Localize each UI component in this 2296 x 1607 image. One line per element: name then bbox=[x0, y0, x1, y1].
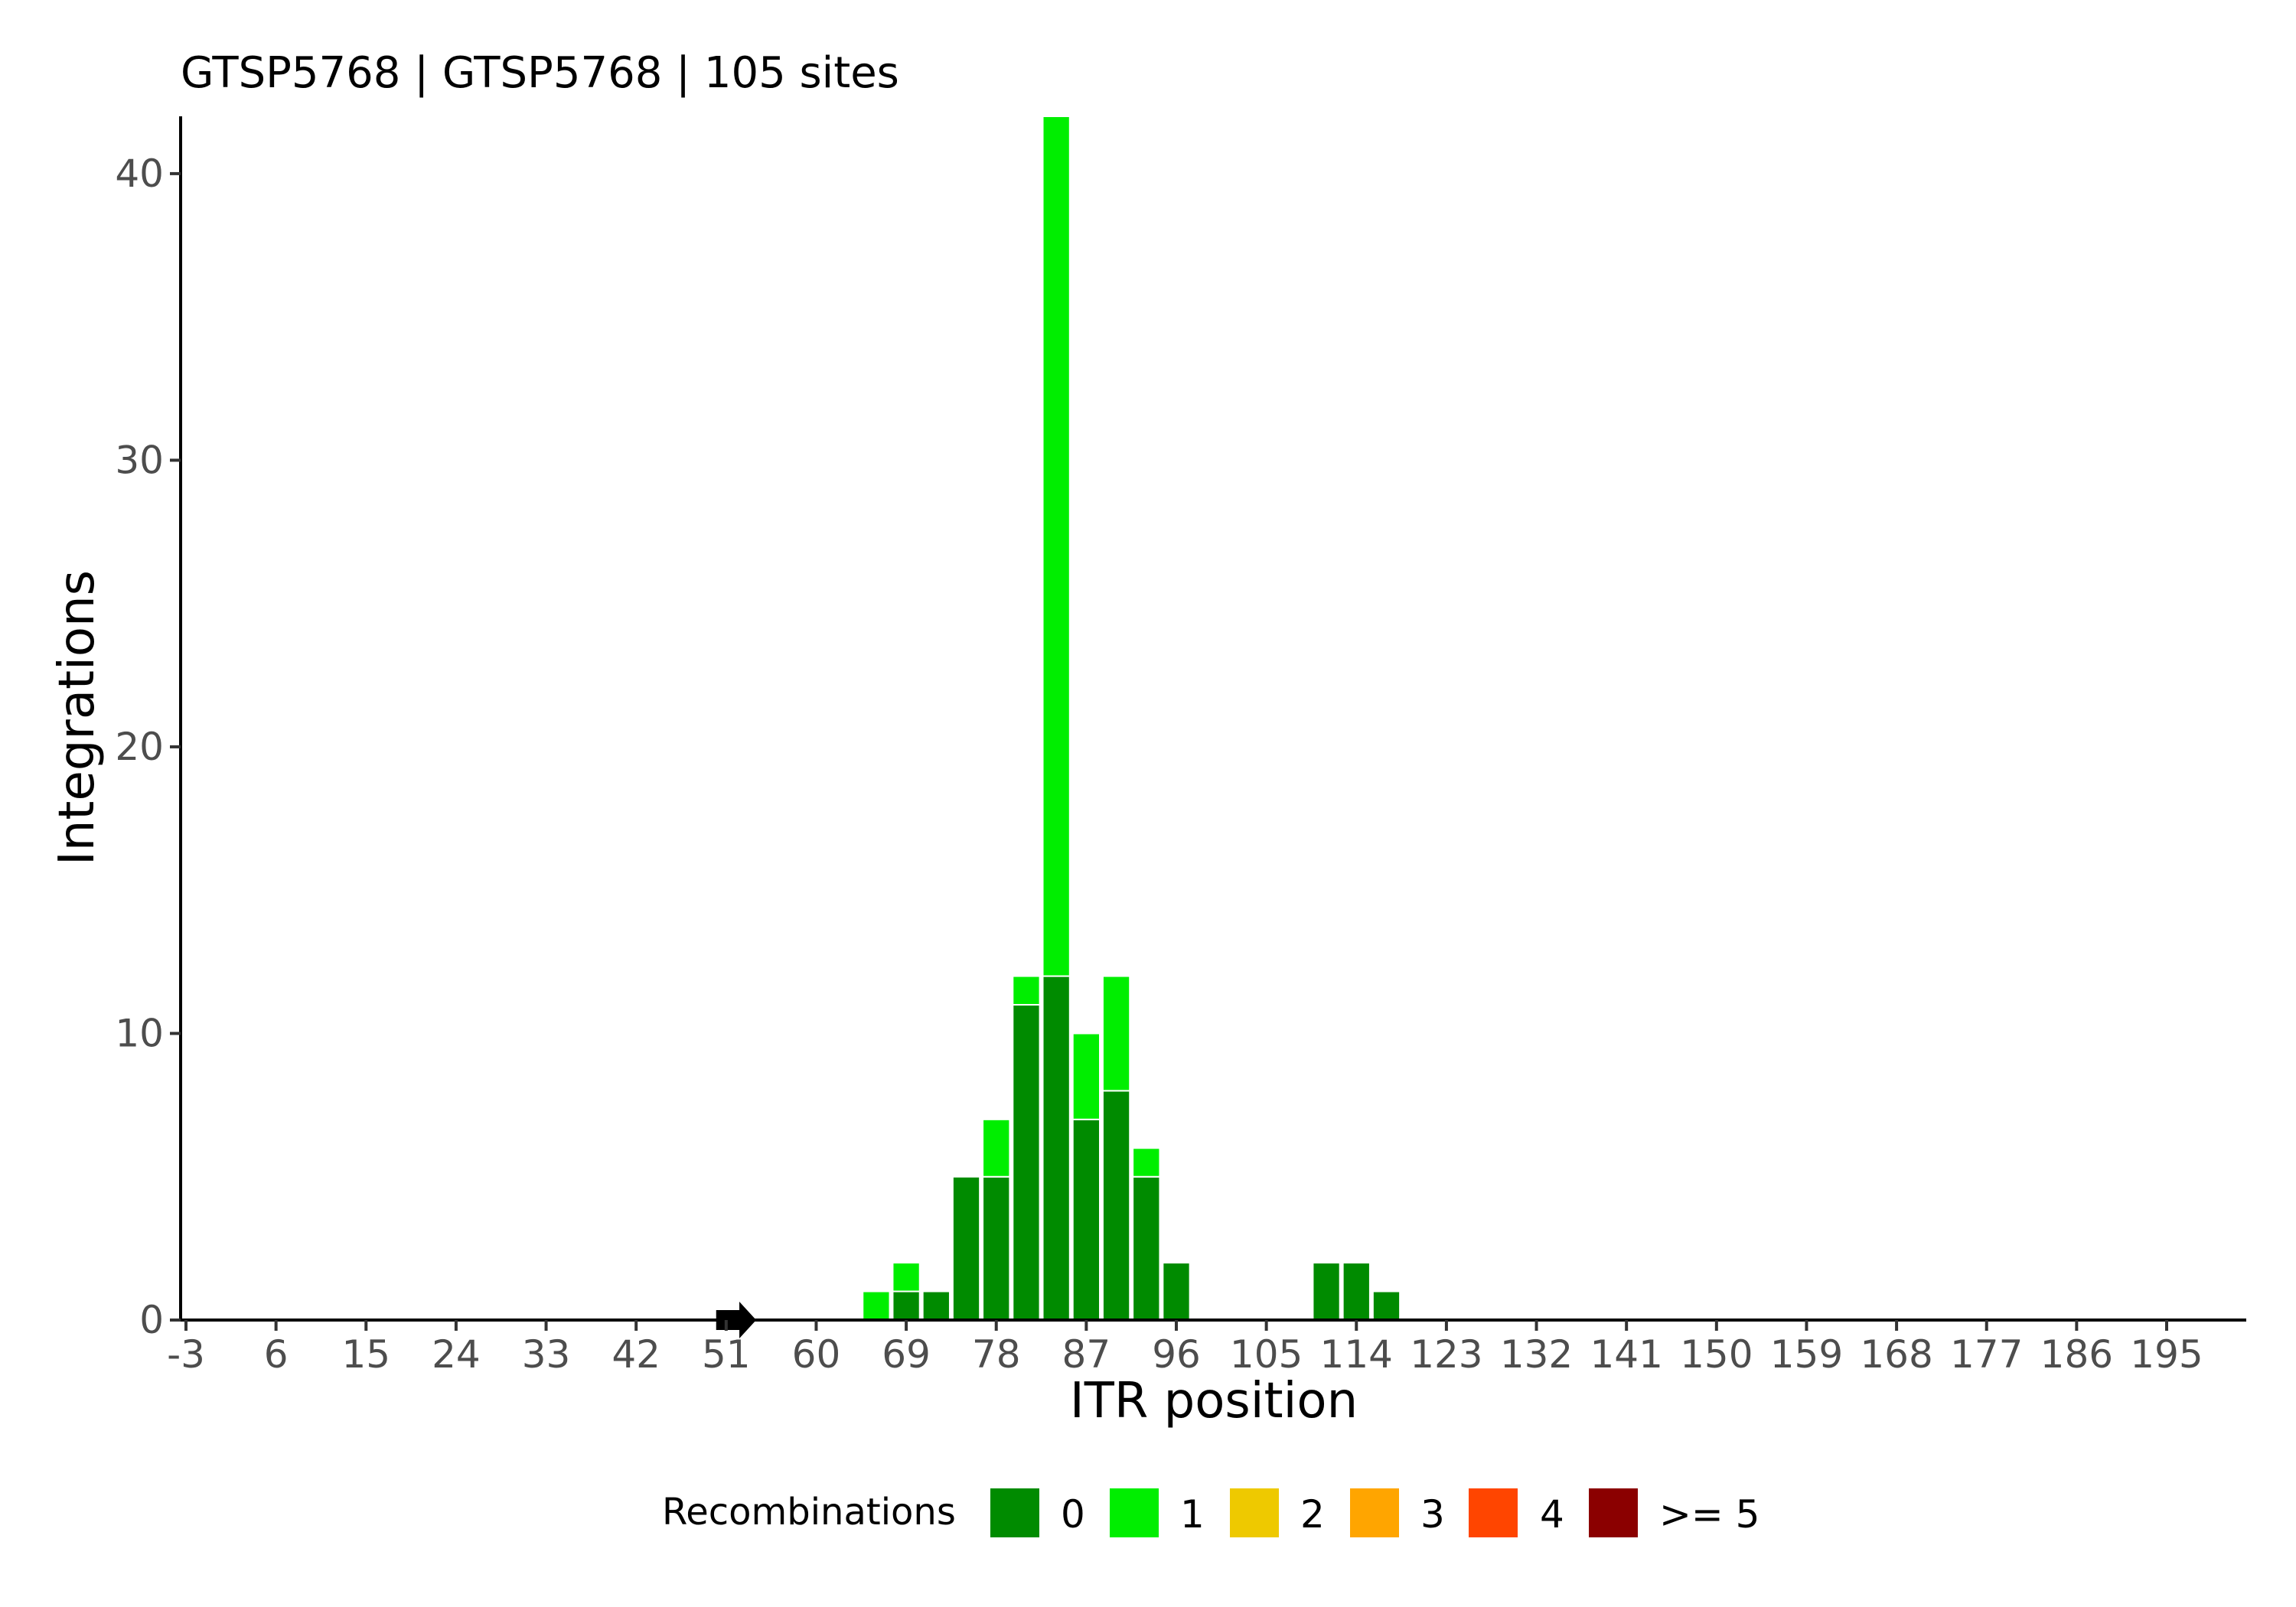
x-tick-label-96: 96 bbox=[1152, 1332, 1201, 1377]
bar-93-series-0 bbox=[1132, 1175, 1161, 1321]
x-tick-label-150: 150 bbox=[1680, 1332, 1753, 1377]
x-tick-label-33: 33 bbox=[522, 1332, 571, 1377]
x-axis-title: ITR position bbox=[1070, 1373, 1358, 1429]
x-tick-label--3: -3 bbox=[167, 1332, 205, 1377]
x-tick-label-114: 114 bbox=[1320, 1332, 1393, 1377]
bar-90-series-0 bbox=[1101, 1090, 1131, 1322]
x-tick-label-177: 177 bbox=[1950, 1332, 2023, 1377]
legend-key-0 bbox=[989, 1487, 1041, 1539]
x-tick-label-78: 78 bbox=[972, 1332, 1021, 1377]
bar-84-series-1 bbox=[1042, 116, 1071, 977]
bar-78-series-0 bbox=[982, 1175, 1011, 1321]
y-axis-title: Integrations bbox=[49, 570, 106, 865]
bar-81-series-0 bbox=[1012, 1004, 1041, 1321]
bar-87-series-0 bbox=[1071, 1118, 1101, 1322]
x-ticks: -3 6 15 24 33 42 51 60 69 78 87 96 105 114 123 132 141 15… bbox=[167, 1320, 2203, 1377]
bar-81-series-1 bbox=[1012, 975, 1041, 1006]
bar-111-series-0 bbox=[1312, 1262, 1341, 1321]
y-tick-label-10: 10 bbox=[115, 1011, 164, 1055]
legend-title: Recombinations bbox=[662, 1491, 956, 1534]
y-tick-label-30: 30 bbox=[115, 438, 164, 482]
x-tick-label-6: 6 bbox=[264, 1332, 289, 1377]
bar-66-series-1 bbox=[862, 1290, 891, 1321]
x-tick-label-195: 195 bbox=[2130, 1332, 2203, 1377]
legend-label-0: 0 bbox=[1061, 1492, 1085, 1537]
x-tick-label-87: 87 bbox=[1062, 1332, 1111, 1377]
bar-114-series-0 bbox=[1342, 1262, 1371, 1321]
x-tick-label-132: 132 bbox=[1500, 1332, 1573, 1377]
bar-90-series-1 bbox=[1101, 975, 1131, 1092]
bar-72-series-0 bbox=[921, 1290, 951, 1321]
x-tick-label-51: 51 bbox=[702, 1332, 751, 1377]
legend-label-3: 3 bbox=[1420, 1492, 1445, 1537]
legend: Recombinations 0 1 2 3 4 >= 5 bbox=[662, 1487, 1760, 1539]
legend-label-2: 2 bbox=[1300, 1492, 1325, 1537]
chart-title: GTSP5768 | GTSP5768 | 105 sites bbox=[181, 48, 899, 98]
bar-117-series-0 bbox=[1371, 1290, 1401, 1321]
x-tick-label-24: 24 bbox=[432, 1332, 481, 1377]
legend-key-3 bbox=[1349, 1487, 1401, 1539]
x-tick-label-60: 60 bbox=[792, 1332, 841, 1377]
x-tick-label-168: 168 bbox=[1860, 1332, 1932, 1377]
x-tick-label-15: 15 bbox=[341, 1332, 390, 1377]
x-tick-label-141: 141 bbox=[1590, 1332, 1662, 1377]
bar-75-series-0 bbox=[951, 1175, 981, 1321]
legend-key-5 bbox=[1587, 1487, 1639, 1539]
bar-87-series-1 bbox=[1071, 1032, 1101, 1120]
bars bbox=[862, 116, 1401, 1322]
x-tick-label-159: 159 bbox=[1770, 1332, 1843, 1377]
legend-label-5: >= 5 bbox=[1659, 1492, 1760, 1537]
legend-key-4 bbox=[1467, 1487, 1519, 1539]
legend-label-4: 4 bbox=[1540, 1492, 1564, 1537]
bar-78-series-1 bbox=[982, 1118, 1011, 1178]
x-tick-label-42: 42 bbox=[612, 1332, 660, 1377]
x-tick-label-69: 69 bbox=[882, 1332, 931, 1377]
x-tick-label-105: 105 bbox=[1230, 1332, 1303, 1377]
y-tick-label-0: 0 bbox=[139, 1298, 164, 1342]
bar-93-series-1 bbox=[1132, 1147, 1161, 1178]
bar-69-series-1 bbox=[892, 1262, 921, 1292]
y-tick-label-40: 40 bbox=[115, 152, 164, 196]
legend-key-1 bbox=[1108, 1487, 1160, 1539]
bar-84-series-0 bbox=[1042, 975, 1071, 1321]
legend-label-1: 1 bbox=[1180, 1492, 1205, 1537]
legend-key-2 bbox=[1228, 1487, 1280, 1539]
x-tick-label-123: 123 bbox=[1410, 1332, 1482, 1377]
bar-96-series-0 bbox=[1162, 1262, 1191, 1321]
bar-69-series-0 bbox=[892, 1290, 921, 1321]
y-tick-label-20: 20 bbox=[115, 725, 164, 769]
x-tick-label-186: 186 bbox=[2040, 1332, 2113, 1377]
y-ticks: 0 10 20 30 40 bbox=[115, 152, 181, 1342]
